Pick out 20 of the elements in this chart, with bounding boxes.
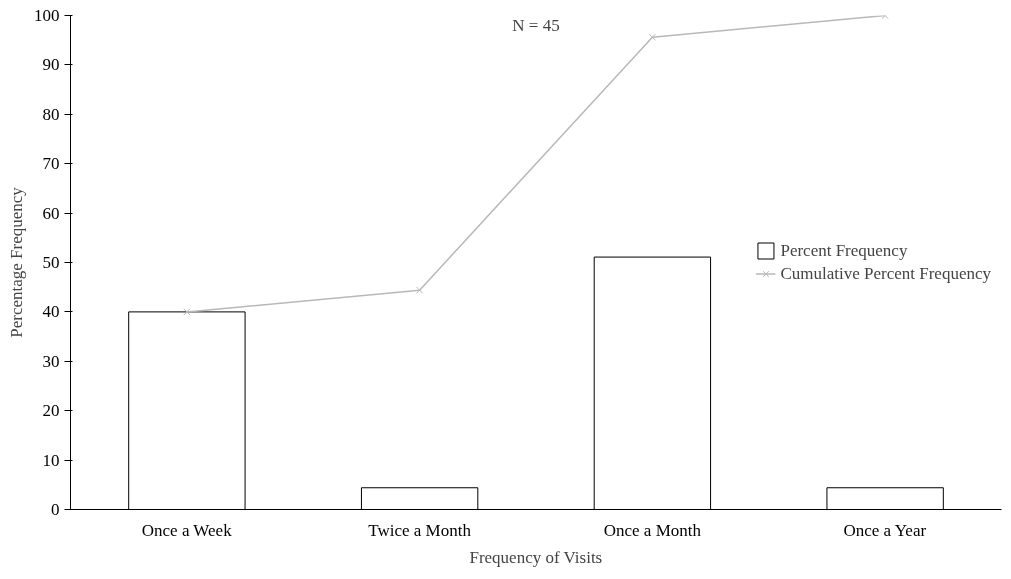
- annotation: N = 45: [512, 15, 560, 35]
- y-tick-label: 70: [42, 154, 60, 174]
- x-tick-label: Once a Week: [141, 520, 233, 540]
- y-tick-label: 80: [42, 104, 60, 124]
- y-tick-label: 60: [42, 203, 60, 223]
- y-tick-label: 0: [51, 500, 60, 519]
- y-tick-label: 20: [42, 401, 60, 421]
- legend-label: Percent Frequency: [780, 240, 908, 261]
- legend-label: Cumulative Percent Frequency: [780, 263, 991, 284]
- y-tick-label: 50: [42, 253, 60, 272]
- y-tick-label: 90: [42, 55, 60, 75]
- x-tick-label: Once a Year: [843, 520, 927, 540]
- y-axis-title: Percentage Frequency: [7, 186, 26, 338]
- x-tick-label: Twice a Month: [368, 520, 472, 540]
- x-tick-label: Once a Month: [603, 520, 702, 540]
- y-tick-label: 100: [34, 6, 60, 25]
- y-tick-label: 10: [42, 450, 60, 470]
- x-axis-title: Frequency of Visits: [469, 547, 603, 567]
- y-tick-label: 40: [42, 302, 60, 322]
- y-tick-label: 30: [42, 351, 60, 371]
